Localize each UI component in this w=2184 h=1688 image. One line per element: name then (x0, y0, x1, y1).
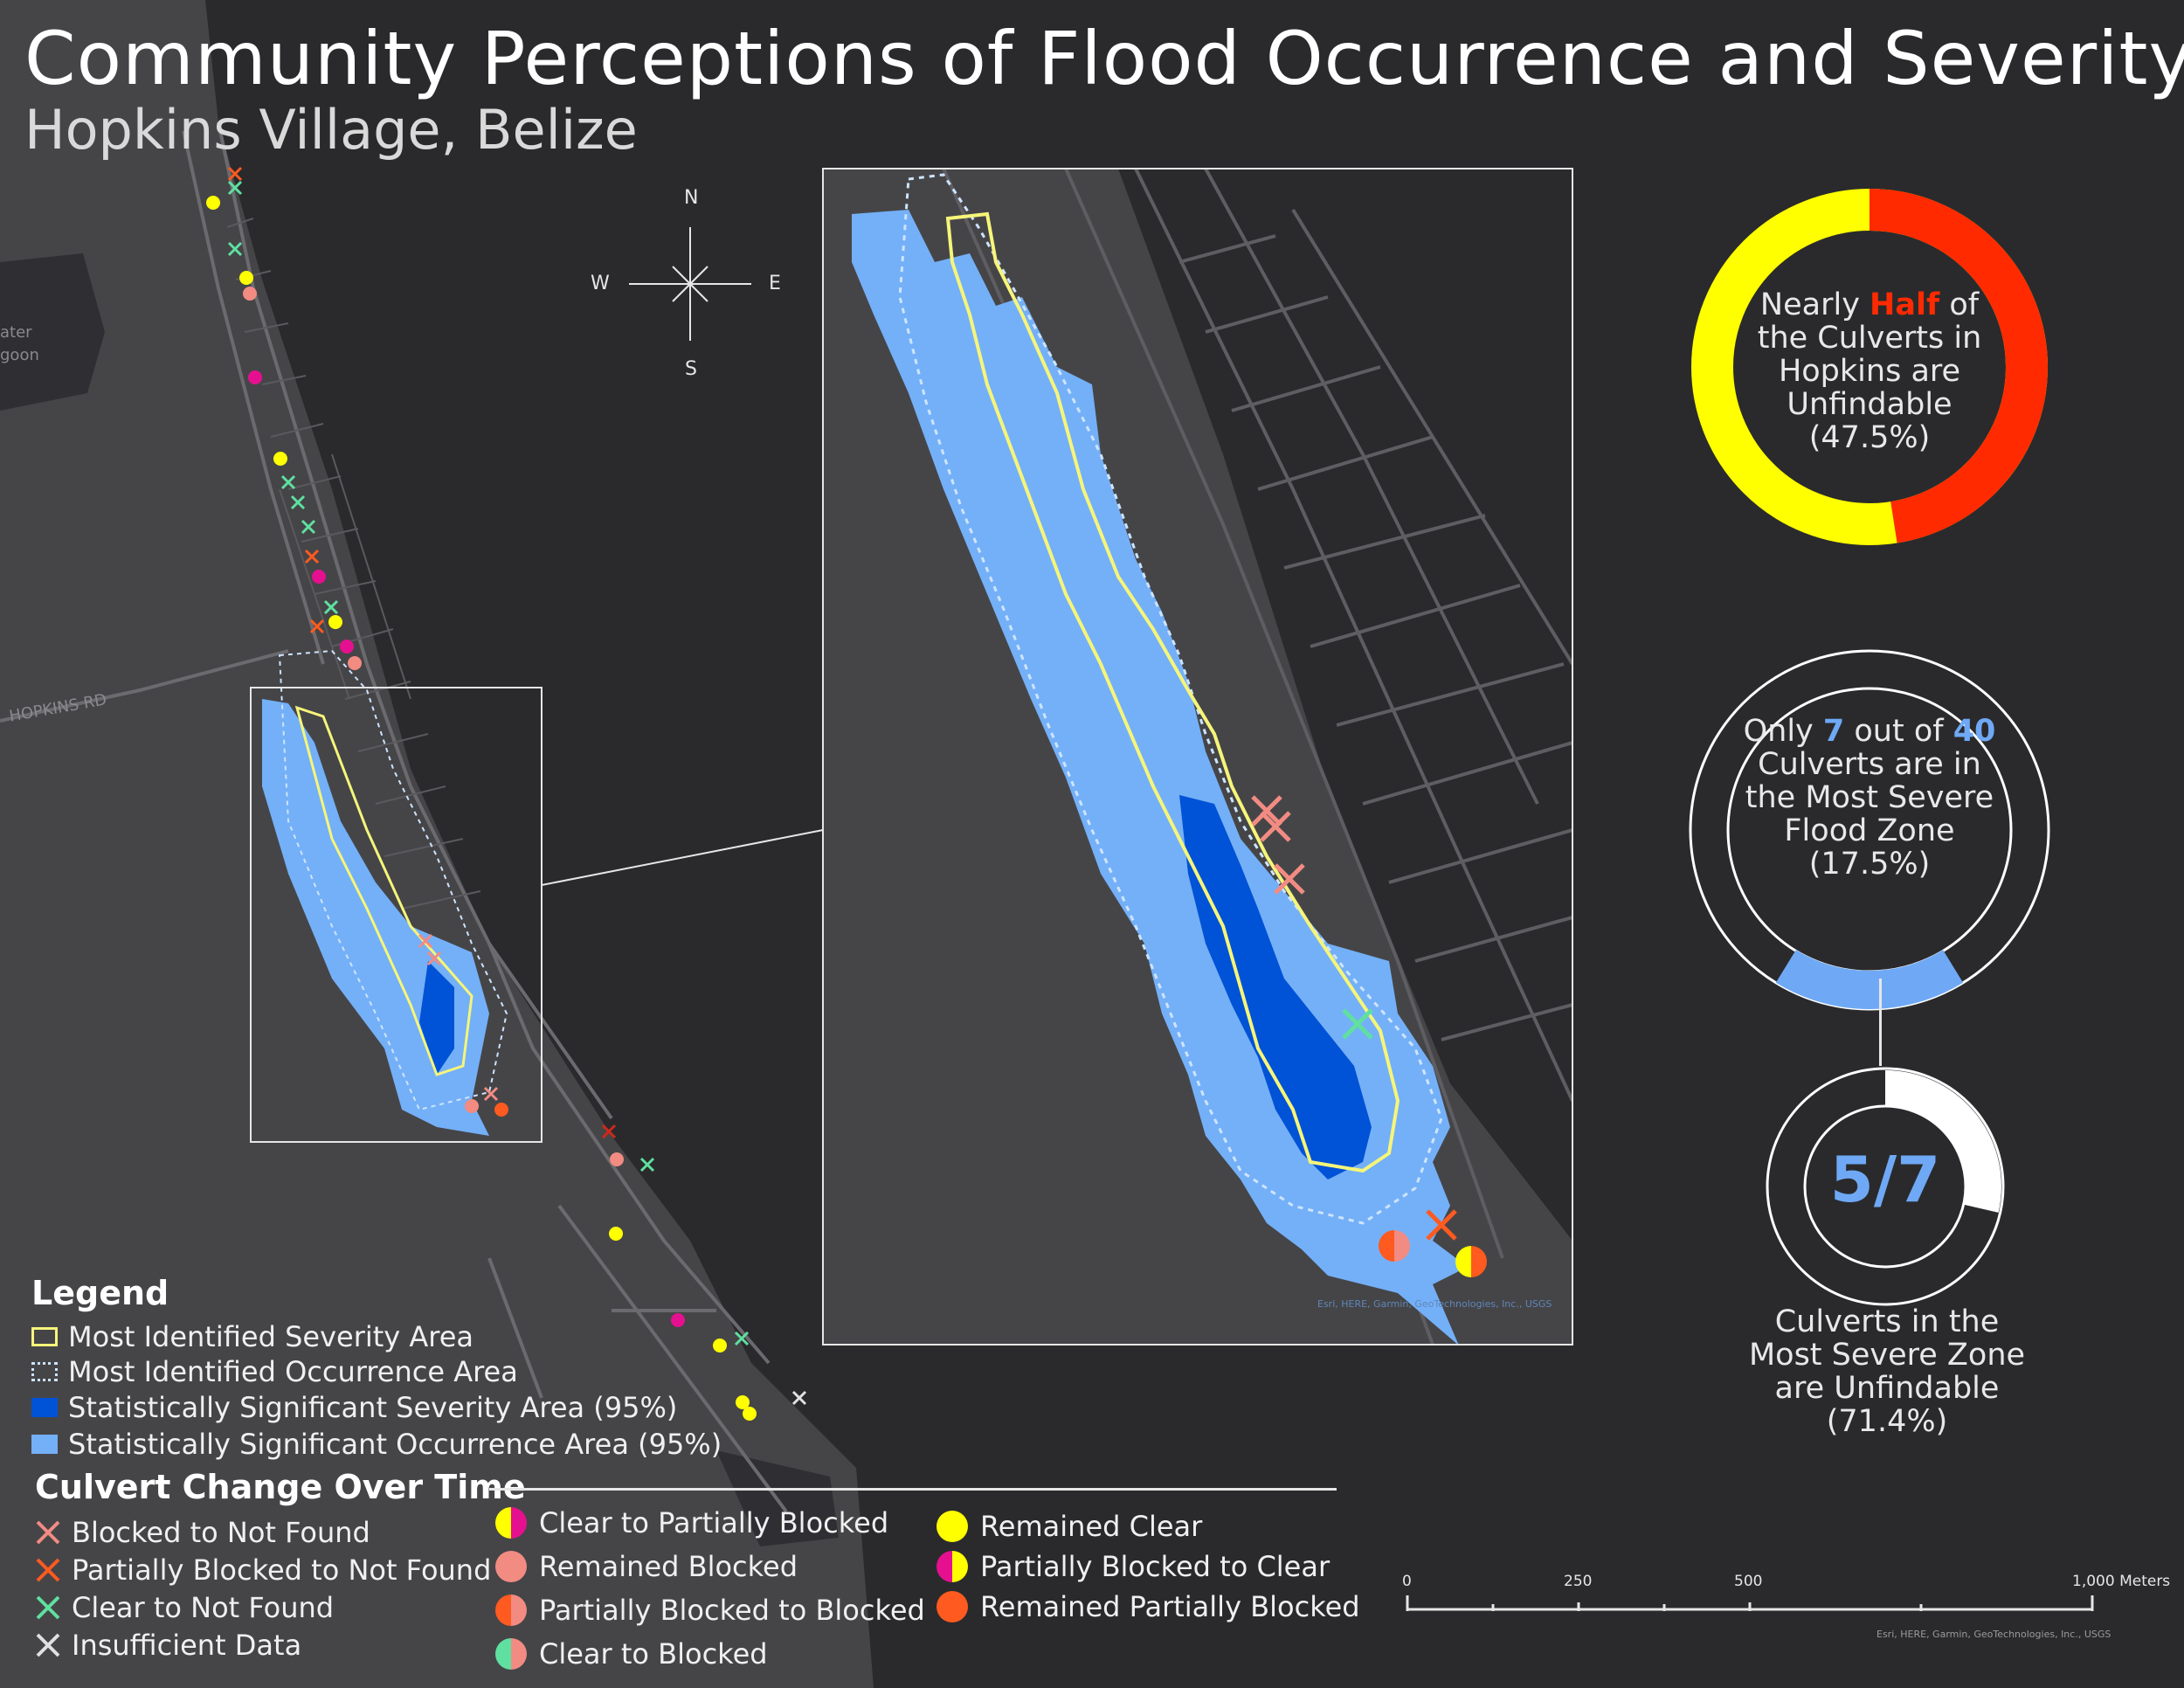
legend-blocked-to-not-found: Blocked to Not Found (35, 1513, 491, 1551)
attribution-main: Esri, HERE, Garmin, GeoTechnologies, Inc… (1876, 1629, 2111, 1640)
overview-culverts (206, 196, 757, 1421)
lagoon (0, 253, 105, 411)
legend-areas: Most Identified Severity Area Most Ident… (31, 1319, 722, 1463)
severe-unfindable-ratio: 5/7 (1829, 1143, 1941, 1216)
page-subtitle: Hopkins Village, Belize (24, 98, 638, 162)
dotted-outline-square-icon (31, 1362, 58, 1381)
connector-line (1879, 979, 1882, 1066)
inset-severity-outline (945, 211, 1400, 1173)
legend-area-severity-outline: Most Identified Severity Area (31, 1319, 722, 1354)
unfindable-donut-chart (1691, 189, 2048, 545)
compass-west: W (591, 273, 610, 294)
severe-zone-stat-text: Only 7 out of 40 Culverts are in the Mos… (1743, 714, 1996, 882)
scale-bar (1406, 1595, 2094, 1611)
overview-severity-area (419, 961, 454, 1075)
overview-frame (250, 687, 543, 1143)
legend-clear-to-blocked: Clear to Blocked (494, 1632, 925, 1676)
legend-remained-clear: Remained Clear (935, 1506, 1360, 1546)
culvert-legend-col3: Remained Clear Partially Blocked to Clea… (935, 1506, 1360, 1627)
scale-tick-0: 0 (1402, 1573, 1412, 1590)
severe-unfindable-caption: Culverts in the Most Severe Zone are Unf… (1748, 1304, 2026, 1439)
legend-remained-partially-blocked: Remained Partially Blocked (935, 1587, 1360, 1627)
water-label-1: ater (0, 323, 32, 342)
zoom-inset (822, 168, 1573, 1346)
x-icon (36, 1633, 60, 1657)
legend-partially-blocked-to-clear: Partially Blocked to Clear (935, 1546, 1360, 1587)
severe-unfindable-ring-chart (1766, 1067, 2005, 1306)
x-icon (36, 1520, 60, 1544)
legend-partially-blocked-to-blocked: Partially Blocked to Blocked (494, 1588, 925, 1632)
circle-icon (936, 1511, 968, 1542)
compass-rose-icon (629, 227, 751, 341)
half-circle-icon (495, 1595, 527, 1626)
culvert-legend-heading: Culvert Change Over Time (35, 1468, 526, 1506)
page-title: Community Perceptions of Flood Occurrenc… (24, 16, 2184, 101)
severe-percent: (17.5%) (1808, 847, 1931, 882)
roads (0, 121, 788, 1513)
half-circle-icon (495, 1507, 527, 1539)
half-circle-icon (495, 1638, 527, 1670)
legend-area-occurrence-outline: Most Identified Occurrence Area (31, 1354, 722, 1389)
culvert-legend-col2: Clear to Partially Blocked Remained Bloc… (494, 1501, 925, 1676)
legend-divider (489, 1488, 1337, 1491)
inset-occurrence-outline (898, 173, 1443, 1225)
scale-tick-250: 250 (1564, 1573, 1593, 1590)
yellow-outline-square-icon (31, 1327, 58, 1346)
legend-clear-to-partially-blocked: Clear to Partially Blocked (494, 1501, 925, 1545)
light-blue-square-icon (31, 1435, 58, 1454)
overview-x-markers (227, 166, 807, 1406)
compass-east: E (769, 273, 781, 294)
scale-tick-1000: 1,000 Meters (2072, 1573, 2171, 1590)
water-label-2: goon (0, 346, 39, 364)
unfindable-highlight: Half (1870, 287, 1940, 322)
scale-tick-500: 500 (1734, 1573, 1763, 1590)
circle-icon (495, 1551, 527, 1582)
culvert-legend-col1: Blocked to Not Found Partially Blocked t… (35, 1513, 491, 1664)
severe-zone-ring-chart (1689, 649, 2050, 1011)
dark-blue-square-icon (31, 1398, 58, 1417)
severe-total: 40 (1952, 714, 1996, 749)
severe-count: 7 (1822, 714, 1845, 749)
x-icon (36, 1558, 60, 1581)
severe-unfindable-percent: (71.4%) (1826, 1404, 1948, 1439)
legend-area-occurrence-significant: Statistically Significant Occurrence Are… (31, 1426, 722, 1463)
x-icon (36, 1595, 60, 1619)
inset-severity-area (1179, 795, 1372, 1180)
legend-heading: Legend (31, 1274, 169, 1312)
half-circle-icon (936, 1551, 968, 1582)
unfindable-stat-text: Nearly Half of the Culverts in Hopkins a… (1757, 287, 1982, 455)
compass-north: N (684, 187, 699, 209)
attribution-inset: Esri, HERE, Garmin, GeoTechnologies, Inc… (1317, 1298, 1552, 1310)
legend-clear-to-not-found: Clear to Not Found (35, 1588, 491, 1626)
legend-remained-blocked: Remained Blocked (494, 1545, 925, 1588)
compass-south: S (685, 358, 697, 380)
unfindable-percent: (47.5%) (1808, 420, 1931, 455)
legend-area-severity-significant: Statistically Significant Severity Area … (31, 1389, 722, 1426)
legend-insufficient-data: Insufficient Data (35, 1626, 491, 1664)
zoom-inset-frame (822, 168, 1573, 1346)
circle-icon (936, 1591, 968, 1622)
legend-partially-blocked-to-not-found: Partially Blocked to Not Found (35, 1551, 491, 1588)
